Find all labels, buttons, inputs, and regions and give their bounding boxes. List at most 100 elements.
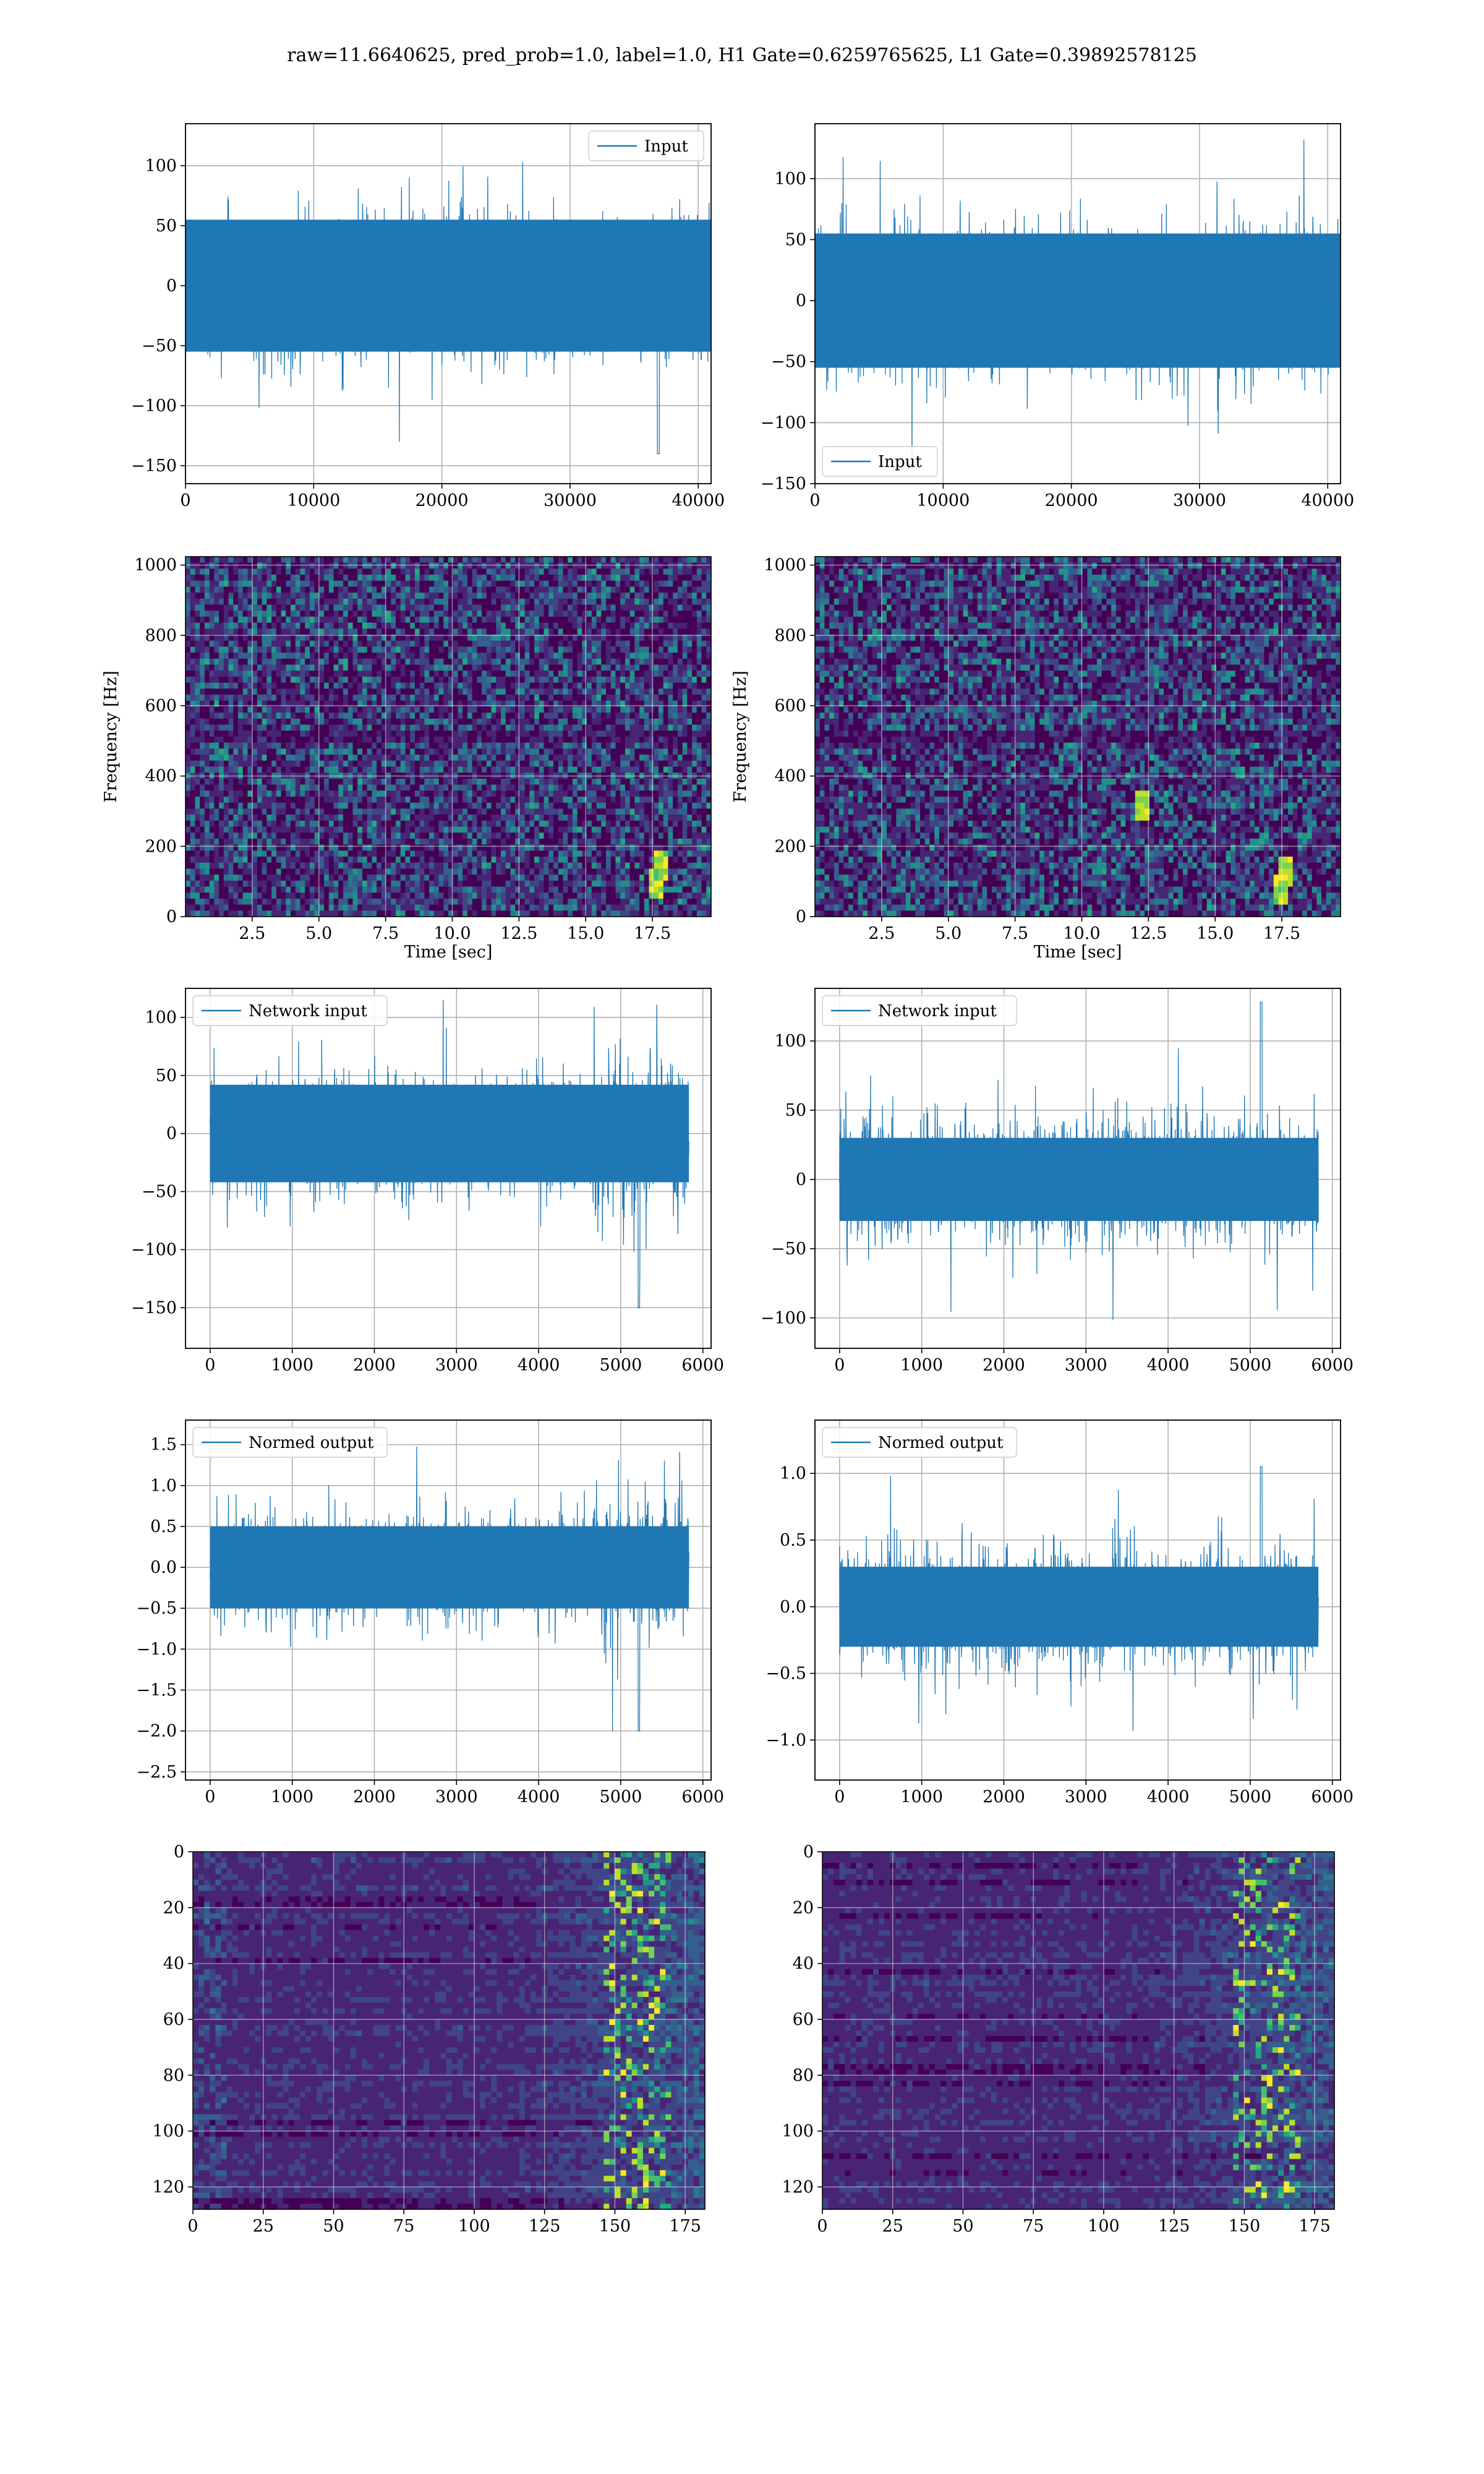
heatmap-cell xyxy=(458,610,463,617)
heatmap-cell xyxy=(529,695,534,701)
heatmap-cell xyxy=(520,665,525,671)
heatmap-cell xyxy=(305,617,310,623)
heatmap-cell xyxy=(267,815,271,821)
heatmap-cell xyxy=(678,748,683,755)
heatmap-cell xyxy=(420,568,425,575)
heatmap-cell xyxy=(291,737,296,743)
heatmap-cell xyxy=(506,641,511,647)
heatmap-cell xyxy=(329,755,334,761)
heatmap-cell xyxy=(539,713,544,719)
heatmap-cell xyxy=(233,641,238,647)
heatmap-cell xyxy=(296,725,301,731)
heatmap-cell xyxy=(553,743,558,749)
heatmap-cell xyxy=(601,743,606,749)
heatmap-cell xyxy=(592,568,597,575)
heatmap-cell xyxy=(219,659,224,665)
heatmap-cell xyxy=(687,623,692,629)
heatmap-cell xyxy=(305,707,310,713)
heatmap-cell xyxy=(644,575,649,581)
heatmap-cell xyxy=(553,767,558,773)
heatmap-cell xyxy=(601,587,606,593)
heatmap-cell xyxy=(296,790,301,797)
heatmap-cell xyxy=(219,730,224,737)
heatmap-cell xyxy=(487,779,492,785)
heatmap-cell xyxy=(553,695,558,701)
heatmap-cell xyxy=(401,767,406,773)
heatmap-cell xyxy=(429,767,434,773)
heatmap-cell xyxy=(702,808,707,815)
heatmap-cell xyxy=(544,707,549,713)
heatmap-cell xyxy=(296,803,301,809)
heatmap-cell xyxy=(487,713,492,719)
heatmap-cell xyxy=(324,737,329,743)
heatmap-cell xyxy=(324,707,329,713)
heatmap-cell xyxy=(458,707,463,713)
heatmap-cell xyxy=(553,617,558,623)
heatmap-cell xyxy=(482,610,487,617)
heatmap-cell xyxy=(463,688,467,695)
heatmap-cell xyxy=(663,737,668,743)
heatmap-cell xyxy=(190,647,195,653)
heatmap-cell xyxy=(573,653,578,659)
heatmap-cell xyxy=(224,790,229,797)
heatmap-cell xyxy=(615,790,620,797)
heatmap-cell xyxy=(573,713,578,719)
heatmap-cell xyxy=(492,568,497,575)
heatmap-cell xyxy=(391,617,396,623)
heatmap-cell xyxy=(634,670,639,677)
heatmap-cell xyxy=(482,653,487,659)
heatmap-cell xyxy=(573,688,578,695)
heatmap-cell xyxy=(276,641,281,647)
heatmap-cell xyxy=(697,748,702,755)
heatmap-cell xyxy=(510,587,515,593)
heatmap-cell xyxy=(252,695,257,701)
heatmap-cell xyxy=(443,593,448,599)
heatmap-cell xyxy=(357,605,362,611)
heatmap-cell xyxy=(683,587,688,593)
heatmap-cell xyxy=(372,653,377,659)
heatmap-cell xyxy=(343,790,348,797)
heatmap-cell xyxy=(492,779,497,785)
heatmap-cell xyxy=(329,659,334,665)
heatmap-cell xyxy=(697,695,702,701)
heatmap-cell xyxy=(214,665,219,671)
heatmap-cell xyxy=(405,821,410,827)
heatmap-cell xyxy=(348,628,353,635)
heatmap-cell xyxy=(205,665,210,671)
heatmap-cell xyxy=(238,803,243,809)
heatmap-cell xyxy=(205,688,210,695)
heatmap-cell xyxy=(439,599,444,605)
heatmap-cell xyxy=(420,761,425,767)
heatmap-cell xyxy=(439,653,444,659)
heatmap-cell xyxy=(568,677,573,683)
heatmap-cell xyxy=(692,785,697,791)
heatmap-cell xyxy=(257,785,262,791)
heatmap-cell xyxy=(467,563,472,569)
heatmap-cell xyxy=(659,670,663,677)
heatmap-cell xyxy=(539,779,544,785)
heatmap-cell xyxy=(310,659,315,665)
heatmap-cell xyxy=(267,617,271,623)
heatmap-cell xyxy=(529,599,534,605)
heatmap-cell xyxy=(592,623,597,629)
heatmap-cell xyxy=(558,647,563,653)
heatmap-cell xyxy=(186,665,190,671)
heatmap-cell xyxy=(405,647,410,653)
heatmap-cell xyxy=(186,599,190,605)
heatmap-cell xyxy=(305,779,310,785)
heatmap-cell xyxy=(673,713,678,719)
heatmap-cell xyxy=(472,688,477,695)
heatmap-cell xyxy=(496,628,501,635)
heatmap-cell xyxy=(410,748,415,755)
heatmap-cell xyxy=(592,779,597,785)
heatmap-cell xyxy=(525,568,530,575)
heatmap-cell xyxy=(663,581,668,587)
heatmap-cell xyxy=(601,653,606,659)
heatmap-cell xyxy=(558,683,563,689)
heatmap-cell xyxy=(582,730,587,737)
heatmap-cell xyxy=(544,610,549,617)
heatmap-cell xyxy=(338,779,343,785)
heatmap-cell xyxy=(453,599,458,605)
heatmap-cell xyxy=(601,623,606,629)
heatmap-cell xyxy=(639,748,644,755)
